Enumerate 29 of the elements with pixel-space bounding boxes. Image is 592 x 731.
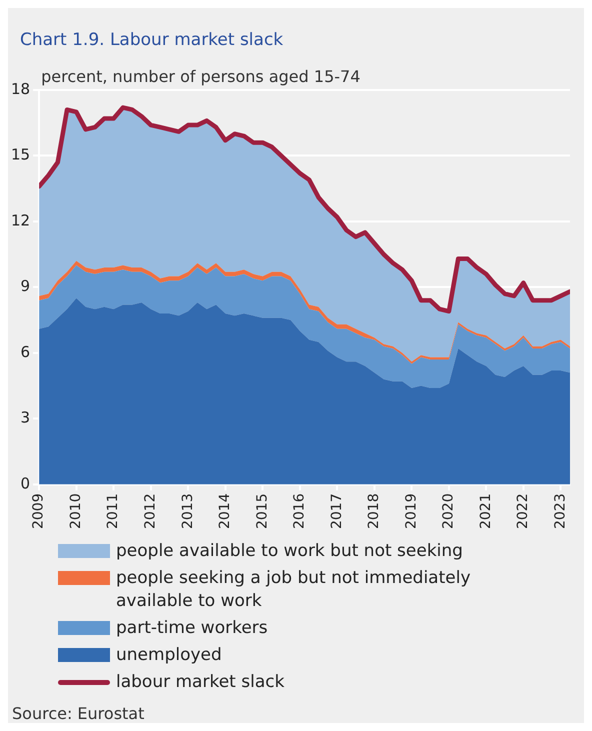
x-tick-label: 2017 bbox=[328, 493, 345, 530]
legend-label: people available to work but not seeking bbox=[116, 540, 463, 563]
y-tick-label: 15 bbox=[10, 146, 30, 164]
y-tick-label: 9 bbox=[20, 277, 30, 296]
x-tick-label: 2016 bbox=[292, 493, 308, 530]
legend-label: part-time workers bbox=[116, 617, 268, 640]
x-tick-label: 2013 bbox=[180, 493, 196, 530]
x-tick-label: 2018 bbox=[366, 493, 382, 530]
y-axis-title: percent, number of persons aged 15-74 bbox=[41, 67, 360, 86]
chart-title: Chart 1.9. Labour market slack bbox=[19, 29, 284, 50]
y-tick-label: 6 bbox=[20, 342, 30, 361]
x-tick-label: 2012 bbox=[142, 493, 158, 530]
y-tick-label: 12 bbox=[10, 211, 30, 230]
legend-label: labour market slack bbox=[116, 671, 284, 694]
y-tick-label: 0 bbox=[20, 474, 30, 492]
x-tick-label: 2009 bbox=[30, 493, 47, 530]
x-tick-label: 2015 bbox=[254, 493, 270, 530]
x-tick-label: 2020 bbox=[440, 493, 457, 530]
x-tick-label: 2023 bbox=[552, 493, 568, 530]
x-tick-label: 2010 bbox=[68, 493, 84, 530]
y-tick-label: 3 bbox=[20, 408, 30, 427]
x-tick-label: 2021 bbox=[478, 493, 494, 530]
x-tick-label: 2011 bbox=[105, 493, 122, 530]
legend-label: unemployed bbox=[116, 644, 222, 667]
x-tick-label: 2022 bbox=[515, 493, 532, 530]
y-tick-label: 18 bbox=[10, 80, 30, 98]
x-tick-label: 2014 bbox=[217, 493, 234, 530]
source-note: Source: Eurostat bbox=[12, 704, 144, 723]
x-tick-label: 2019 bbox=[403, 493, 420, 530]
